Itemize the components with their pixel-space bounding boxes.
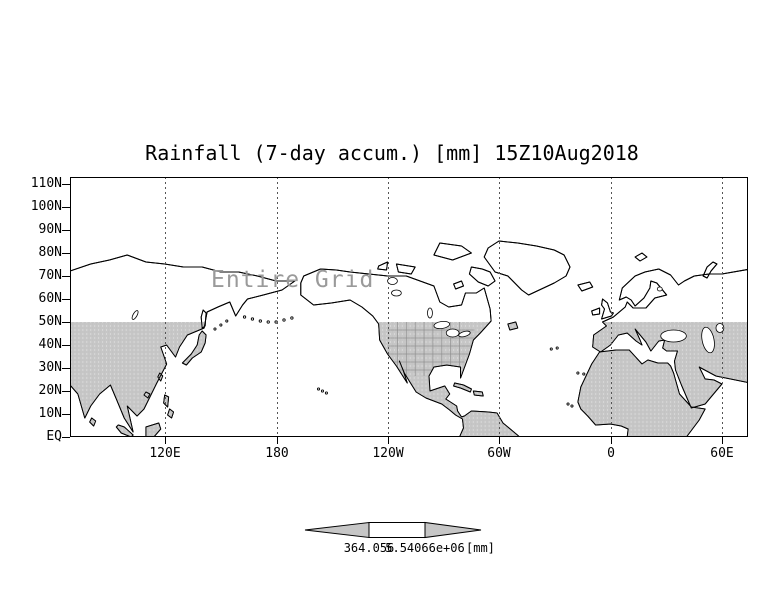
colorbar-right-arrow-icon: [424, 521, 482, 539]
lon-axis-label: 60E: [710, 446, 734, 461]
lat-axis-label: 100N: [30, 199, 62, 214]
lon-tick: [611, 437, 612, 444]
lat-tick: [62, 322, 70, 323]
lat-tick: [62, 345, 70, 346]
lat-tick: [62, 437, 70, 438]
map-frame: [70, 177, 748, 437]
lat-axis-label: 10N: [38, 406, 62, 421]
gray-shading: [70, 322, 751, 437]
lat-tick: [62, 184, 70, 185]
colorbar-left-arrow-icon: [304, 521, 370, 539]
lat-tick: [62, 414, 70, 415]
lon-tick: [722, 437, 723, 444]
lat-axis-label: 50N: [38, 314, 62, 329]
lat-axis-label: 30N: [38, 360, 62, 375]
us-state-borders: [387, 322, 475, 376]
lon-axis-label: 180: [265, 446, 289, 461]
lat-axis-label: 40N: [38, 337, 62, 352]
lat-axis-label: 70N: [38, 268, 62, 283]
colorbar: [304, 521, 482, 539]
lat-axis-label: 110N: [30, 176, 62, 191]
lat-axis-label: 80N: [38, 245, 62, 260]
lat-tick: [62, 207, 70, 208]
lat-axis-label: 90N: [38, 222, 62, 237]
lat-axis-label: 20N: [38, 383, 62, 398]
landmasses: [69, 240, 751, 438]
lat-tick: [62, 391, 70, 392]
colorbar-units: [mm]: [466, 541, 495, 555]
lon-axis-label: 120W: [372, 446, 404, 461]
lakes: [131, 277, 725, 354]
meridian-gridlines: [165, 177, 723, 437]
lat-tick: [62, 230, 70, 231]
lon-tick: [165, 437, 166, 444]
map-plot: [69, 177, 751, 438]
lat-axis-label: EQ: [46, 429, 62, 444]
lon-axis-label: 60W: [487, 446, 511, 461]
lat-tick: [62, 276, 70, 277]
lat-tick: [62, 368, 70, 369]
island-dots: [213, 315, 586, 408]
lat-tick: [62, 253, 70, 254]
colorbar-box: [368, 522, 426, 538]
colorbar-label-low: 364.056: [343, 541, 395, 555]
lon-tick: [499, 437, 500, 444]
lon-tick: [388, 437, 389, 444]
world-map-svg: [69, 177, 751, 438]
plot-title: Rainfall (7-day accum.) [mm] 15Z10Aug201…: [145, 141, 639, 165]
lon-axis-label: 0: [607, 446, 615, 461]
colorbar-label-high: 5.54066e+06: [385, 541, 465, 555]
watermark: Entire Grid: [211, 267, 375, 293]
lon-tick: [277, 437, 278, 444]
lat-tick: [62, 299, 70, 300]
lat-axis-label: 60N: [38, 291, 62, 306]
lon-axis-label: 120E: [149, 446, 181, 461]
